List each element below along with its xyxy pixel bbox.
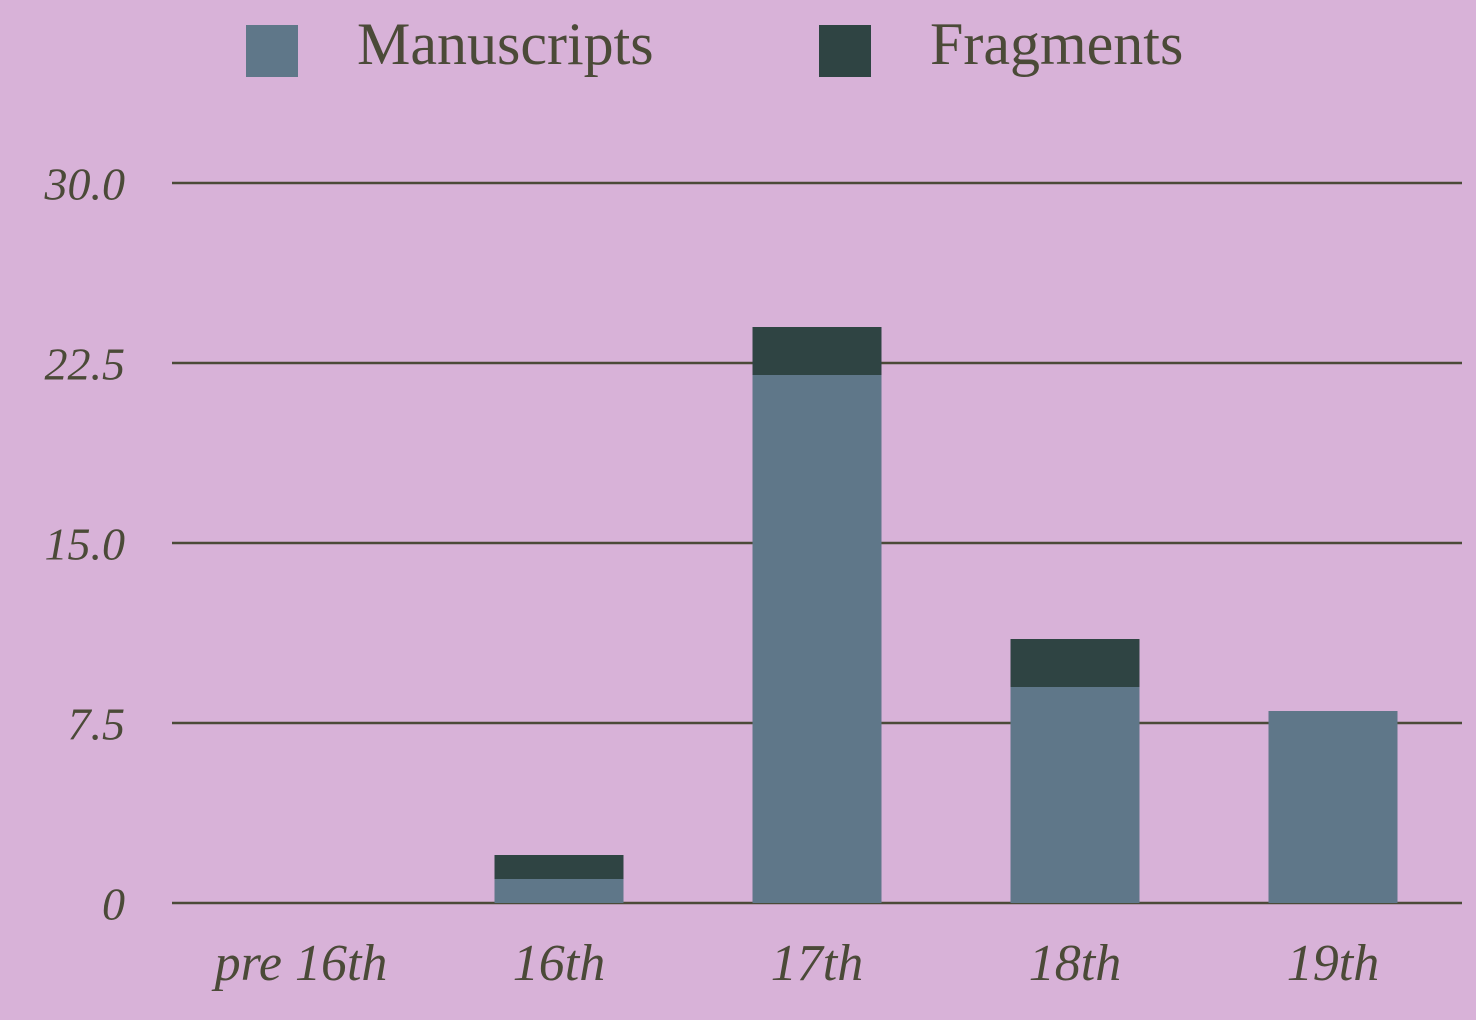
bar-segment	[753, 375, 882, 903]
x-tick-label: 16th	[513, 935, 605, 992]
x-tick-label: 17th	[771, 935, 863, 992]
legend-label: Fragments	[930, 11, 1183, 77]
x-tick-label: 18th	[1029, 935, 1121, 992]
bar-segment	[1269, 711, 1398, 903]
x-tick-label: 19th	[1287, 935, 1379, 992]
chart: 0 7.5 15.0 22.5 30.0 Manuscripts Fragments pre …	[0, 0, 1476, 1020]
y-tick-label: 0	[102, 879, 125, 930]
bar-segment	[495, 879, 624, 903]
y-tick-label: 15.0	[45, 519, 126, 570]
legend-swatch	[819, 25, 871, 77]
bar-segment	[1011, 687, 1140, 903]
legend-label: Manuscripts	[357, 11, 654, 77]
y-tick-label: 7.5	[68, 699, 126, 750]
y-tick-label: 30.0	[44, 159, 126, 210]
legend-swatch	[246, 25, 298, 77]
bar-segment	[753, 327, 882, 375]
y-tick-label: 22.5	[45, 339, 126, 390]
background	[0, 0, 1476, 1020]
x-tick-label: pre 16th	[211, 935, 388, 992]
bar-segment	[495, 855, 624, 879]
bar-segment	[1011, 639, 1140, 687]
